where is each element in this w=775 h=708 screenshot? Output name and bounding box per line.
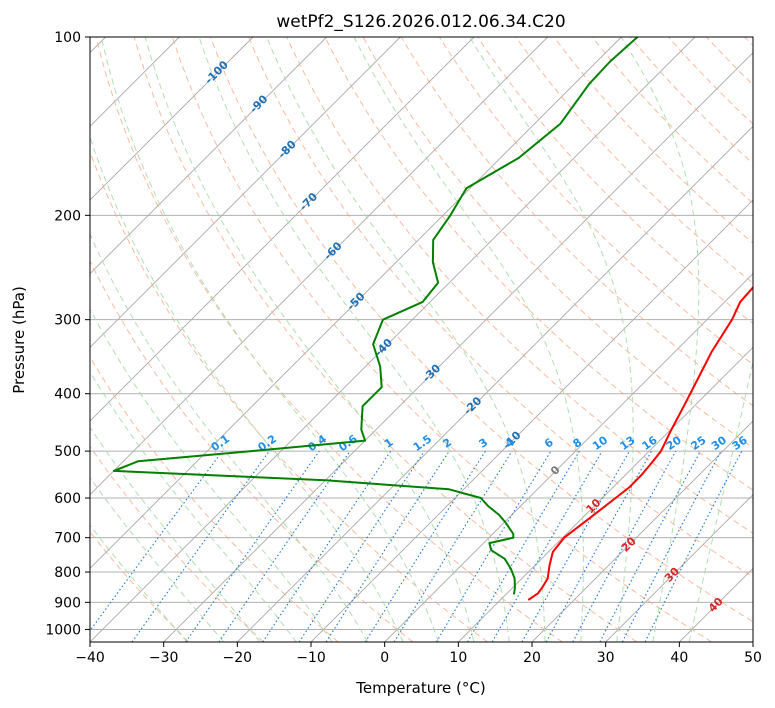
isotherm-line [605, 494, 753, 642]
x-axis-ticks: −40 −30 −20 −10 0 10 20 30 40 50 [75, 642, 762, 666]
y-tick-label: 400 [54, 387, 81, 403]
plot-content: -100-90-80-70-60-50-40-30-20-10010203040… [90, 37, 753, 642]
dry-adiabat-line [95, 37, 563, 642]
moist-adiabat-line [144, 37, 475, 642]
moist-adiabat-line [90, 476, 225, 642]
isotherm-line [90, 37, 475, 422]
mixing-ratio-line [521, 450, 630, 642]
sounding-series [112, 37, 753, 601]
isotherm-line [458, 346, 753, 642]
moist-adiabat-line [688, 358, 753, 642]
temperature-profile-line [527, 285, 753, 601]
dry-adiabat-line [210, 37, 753, 623]
x-tick-label: −20 [223, 650, 253, 666]
dry-adiabat-line [90, 445, 264, 642]
moist-adiabat-line [620, 37, 700, 642]
moist-adiabat-line [266, 37, 546, 642]
dry-adiabat-line [90, 259, 414, 642]
x-tick-label: 20 [523, 650, 541, 666]
mixing-ratio-line [262, 450, 392, 642]
isotherm-line [90, 37, 622, 569]
moist-adiabat-line [90, 426, 261, 642]
mixing-ratio-line [185, 450, 320, 642]
moist-adiabat-line [198, 37, 510, 642]
y-tick-label: 100 [54, 30, 81, 46]
moist-adiabat-line [90, 135, 404, 642]
mixing-ratio-line [393, 450, 513, 642]
isotherm-line [90, 37, 254, 201]
x-tick-label: −10 [296, 650, 326, 666]
isotherm-line [384, 273, 753, 642]
dry-adiabat-line [515, 37, 753, 284]
x-tick-label: 50 [744, 650, 762, 666]
isotherm-line [90, 37, 548, 496]
isotherm-line [237, 125, 753, 642]
mixing-ratio-lines [90, 450, 743, 642]
isotherm-line [531, 420, 753, 642]
dry-adiabat-line [90, 356, 339, 642]
isotherm-lines [90, 37, 753, 642]
x-tick-label: −30 [149, 650, 179, 666]
x-tick-label: 0 [380, 650, 389, 666]
dry-adiabat-line [133, 37, 638, 642]
x-tick-label: 40 [670, 650, 688, 666]
moist-adiabat-line [90, 524, 188, 642]
dry-adiabat-lines [90, 37, 753, 642]
y-axis-title: Pressure (hPa) [10, 286, 28, 394]
mixing-ratio-line [298, 450, 425, 642]
dewpoint-profile-line [112, 37, 639, 595]
x-tick-label: 10 [449, 650, 467, 666]
chart-title: wetPf2_S126.2026.012.06.34.C20 [276, 12, 565, 32]
dry-adiabat-line [286, 37, 753, 534]
x-tick-label: −40 [75, 650, 105, 666]
x-axis-title: Temperature (°C) [355, 679, 485, 697]
moist-adiabat-line [353, 37, 584, 642]
mixing-ratio-line [90, 450, 223, 632]
y-tick-label: 900 [54, 595, 81, 611]
isotherm-line [90, 37, 401, 348]
dry-adiabat-line [248, 37, 753, 578]
mixing-ratio-line [131, 450, 270, 642]
moist-adiabat-line [90, 232, 369, 642]
y-tick-label: 1000 [45, 622, 81, 638]
mixing-ratio-line [325, 450, 450, 642]
dry-adiabat-line [324, 37, 753, 491]
moist-adiabat-line [90, 370, 297, 642]
mixing-ratio-line [545, 450, 653, 642]
dry-adiabat-line [171, 37, 712, 642]
y-tick-label: 800 [54, 565, 81, 581]
isotherm-line [90, 37, 696, 642]
y-axis-ticks: 100 200 300 400 500 600 700 800 900 1000 [45, 30, 90, 638]
y-tick-label: 700 [54, 531, 81, 547]
plot-frame [89, 36, 754, 643]
y-tick-label: 600 [54, 491, 81, 507]
y-tick-label: 300 [54, 313, 81, 329]
isotherm-line [90, 37, 327, 275]
mixing-ratio-line [572, 450, 677, 642]
y-tick-label: 500 [54, 444, 81, 460]
isotherm-line [163, 52, 753, 642]
plot-area-background [90, 37, 753, 642]
mixing-ratio-line [644, 450, 743, 642]
x-tick-label: 30 [597, 650, 615, 666]
y-tick-label: 200 [54, 208, 81, 224]
moist-adiabat-lines [90, 37, 753, 642]
mixing-ratio-line [218, 450, 351, 642]
moist-adiabat-line [100, 37, 439, 642]
moist-adiabat-line [90, 308, 333, 642]
